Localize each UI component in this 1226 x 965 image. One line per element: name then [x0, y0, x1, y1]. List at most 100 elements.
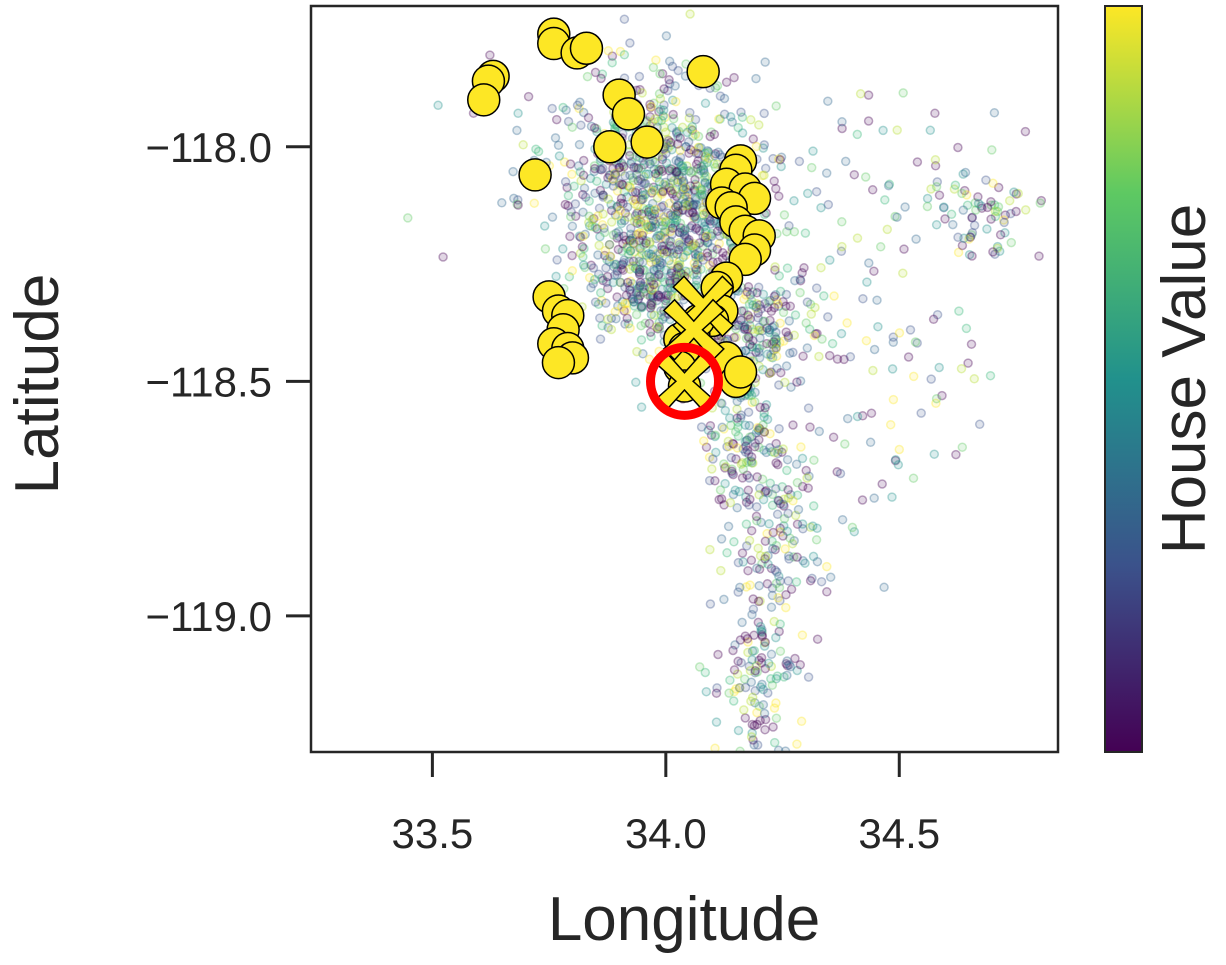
background-point	[673, 200, 683, 211]
background-point	[953, 247, 964, 258]
background-point	[667, 61, 678, 72]
background-point	[603, 173, 613, 183]
background-point	[731, 332, 741, 342]
background-point	[832, 354, 843, 364]
background-point	[639, 215, 649, 226]
background-point	[869, 266, 879, 276]
background-point	[773, 459, 783, 470]
background-point	[615, 277, 625, 288]
background-point	[561, 105, 571, 115]
background-point	[626, 235, 637, 246]
background-point	[790, 510, 801, 521]
background-point	[767, 489, 778, 500]
background-point	[766, 338, 777, 349]
background-point	[803, 403, 814, 413]
background-point	[664, 75, 674, 85]
background-point	[625, 323, 635, 333]
background-point	[1034, 251, 1044, 261]
background-point	[509, 193, 519, 204]
background-point	[558, 244, 568, 254]
background-point	[739, 294, 749, 305]
background-point	[631, 309, 642, 320]
background-point	[847, 522, 858, 533]
background-point	[827, 338, 838, 349]
background-point	[623, 249, 634, 259]
background-point	[680, 198, 690, 209]
background-point	[756, 304, 766, 314]
background-point	[697, 191, 707, 201]
background-point	[674, 227, 685, 238]
background-point	[634, 269, 645, 280]
background-point	[792, 552, 802, 562]
background-point	[620, 319, 630, 329]
background-point	[696, 264, 706, 275]
background-point	[758, 494, 769, 505]
background-point	[659, 100, 669, 110]
background-point	[655, 263, 665, 273]
background-point	[752, 516, 762, 526]
background-point	[649, 310, 660, 320]
background-point	[691, 159, 702, 170]
background-point	[654, 321, 664, 332]
background-point	[739, 322, 750, 333]
background-point	[760, 298, 770, 309]
background-point	[809, 330, 820, 341]
background-point	[733, 122, 743, 133]
background-point	[742, 445, 753, 455]
background-point	[680, 198, 691, 208]
background-point	[755, 621, 766, 632]
background-point	[994, 246, 1005, 257]
background-point	[637, 301, 647, 311]
background-point	[689, 212, 699, 223]
background-point	[666, 259, 676, 270]
background-point	[738, 557, 748, 567]
background-point	[639, 178, 649, 189]
background-point	[723, 521, 734, 532]
background-point	[650, 157, 660, 167]
background-point	[762, 414, 773, 425]
background-point	[637, 230, 648, 241]
background-point	[645, 291, 656, 302]
background-point	[622, 202, 633, 212]
background-point	[687, 121, 698, 132]
background-point	[698, 210, 708, 221]
background-point	[692, 246, 703, 256]
background-point	[639, 172, 649, 182]
background-point	[681, 192, 692, 203]
background-point	[762, 579, 773, 589]
background-point	[614, 231, 624, 242]
background-point	[631, 260, 642, 271]
background-point	[620, 298, 630, 309]
background-point	[822, 561, 832, 572]
colorbar	[1104, 5, 1143, 753]
background-point	[677, 181, 688, 192]
background-point	[728, 439, 739, 449]
background-point	[616, 260, 626, 270]
background-point	[673, 208, 684, 218]
background-point	[781, 289, 792, 300]
background-points	[403, 9, 1047, 752]
background-point	[771, 339, 782, 349]
background-point	[775, 619, 785, 629]
background-point	[748, 134, 759, 144]
background-point	[624, 256, 635, 267]
background-point	[986, 214, 996, 224]
background-point	[745, 320, 755, 331]
background-point	[816, 262, 826, 273]
background-point	[796, 442, 806, 452]
background-point	[608, 163, 618, 174]
background-point	[625, 276, 636, 287]
background-point	[663, 290, 673, 301]
background-point	[634, 282, 645, 292]
background-point	[567, 122, 578, 132]
background-point	[604, 239, 615, 250]
background-point	[750, 686, 760, 696]
background-point	[766, 306, 777, 317]
background-point	[651, 278, 661, 288]
background-point	[669, 175, 679, 186]
background-point	[693, 250, 704, 260]
background-point	[637, 88, 647, 98]
background-point	[641, 236, 652, 246]
background-point	[903, 352, 914, 362]
background-point	[756, 658, 767, 668]
